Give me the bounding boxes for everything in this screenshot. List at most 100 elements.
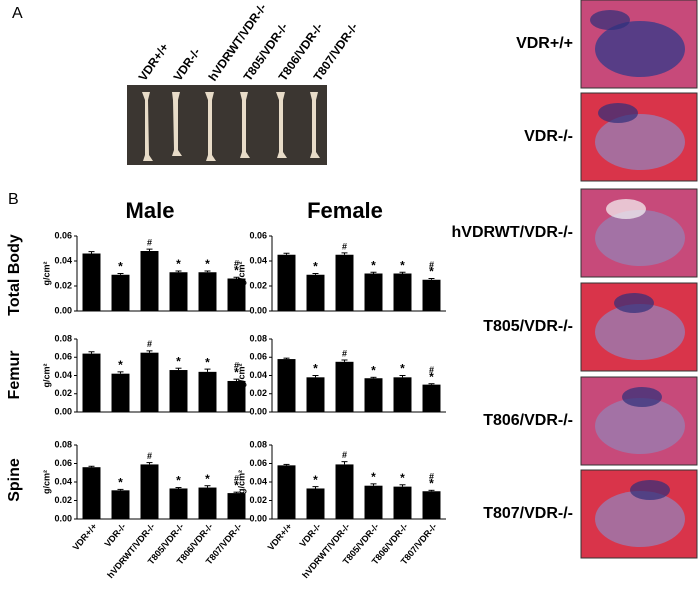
y-tick-label: 0.06 (249, 352, 267, 362)
significance-marker: * (400, 362, 405, 376)
y-tick-label: 0.04 (54, 476, 72, 486)
tissue (598, 103, 638, 123)
significance-marker: * (313, 473, 318, 487)
y-tick-label: 0.00 (54, 513, 72, 523)
bar (335, 361, 354, 412)
significance-marker: # (234, 361, 239, 371)
histology (580, 0, 698, 559)
panel-label: A (12, 5, 23, 22)
y-tick-label: 0.06 (54, 458, 72, 468)
y-tick-label: 0.02 (54, 280, 72, 290)
y-tick-label: 0.00 (249, 406, 267, 416)
y-tick-label: 0.00 (249, 305, 267, 315)
significance-marker: * (371, 363, 376, 377)
tissue (595, 21, 685, 77)
bar (111, 274, 130, 311)
significance-marker: * (205, 472, 210, 486)
significance-marker: * (313, 260, 318, 274)
bar (277, 359, 296, 412)
y-axis-label: g/cm² (236, 261, 246, 285)
significance-marker: * (429, 265, 434, 279)
tissue (595, 210, 685, 266)
tissue (590, 10, 630, 30)
bar (364, 485, 383, 519)
significance-marker: # (147, 451, 152, 461)
y-tick-label: 0.04 (249, 370, 267, 380)
bar (335, 254, 354, 311)
bar (306, 274, 325, 311)
y-tick-label: 0.04 (54, 255, 72, 265)
histology-label: VDR+/+ (516, 35, 573, 52)
bar (111, 373, 130, 412)
x-tick-label: VDR+/+ (266, 521, 294, 552)
y-axis-label: g/cm² (41, 261, 51, 285)
y-tick-label: 0.08 (54, 439, 72, 449)
photo-label: VDR-/- (171, 45, 204, 83)
significance-marker: * (371, 258, 376, 272)
y-axis-label: g/cm² (41, 363, 51, 387)
y-tick-label: 0.08 (249, 439, 267, 449)
y-tick-label: 0.06 (54, 352, 72, 362)
significance-marker: * (429, 370, 434, 384)
column-title: Male (126, 198, 175, 223)
significance-marker: # (429, 260, 434, 270)
significance-marker: # (429, 472, 434, 482)
significance-marker: * (176, 474, 181, 488)
bones (142, 92, 320, 161)
bar (393, 377, 412, 412)
x-tick-label: VDR-/- (103, 521, 128, 548)
tissue (595, 398, 685, 454)
y-tick-label: 0.06 (249, 230, 267, 240)
y-tick-label: 0.08 (249, 333, 267, 343)
y-tick-label: 0.02 (54, 495, 72, 505)
column-title: Female (307, 198, 383, 223)
y-axis-label: g/cm² (236, 470, 246, 494)
significance-marker: # (234, 259, 239, 269)
significance-marker: # (234, 474, 239, 484)
y-tick-label: 0.04 (249, 476, 267, 486)
bar (306, 488, 325, 519)
bar (82, 467, 101, 519)
row-label: Spine (6, 458, 23, 502)
bar (277, 465, 296, 519)
bar (227, 493, 246, 519)
bar (140, 464, 159, 519)
bar (198, 371, 217, 412)
y-axis-label: g/cm² (41, 470, 51, 494)
bar (227, 380, 246, 412)
significance-marker: * (176, 257, 181, 271)
y-tick-label: 0.02 (249, 280, 267, 290)
significance-marker: * (118, 260, 123, 274)
tissue (595, 114, 685, 170)
histology-label: T806/VDR-/- (483, 412, 573, 429)
bar (364, 378, 383, 412)
significance-marker: * (205, 257, 210, 271)
bar (111, 490, 130, 519)
bar (335, 464, 354, 519)
x-tick-label: VDR-/- (298, 521, 323, 548)
y-tick-label: 0.02 (54, 388, 72, 398)
significance-marker: # (147, 339, 152, 349)
significance-marker: # (342, 241, 347, 251)
bar (364, 273, 383, 311)
bar (393, 273, 412, 311)
y-tick-label: 0.06 (249, 458, 267, 468)
tissue (595, 304, 685, 360)
tissue (622, 387, 662, 407)
bar (422, 384, 441, 412)
bar (198, 487, 217, 519)
y-tick-label: 0.04 (249, 255, 267, 265)
bar (140, 352, 159, 412)
bone-photo (127, 85, 327, 165)
bar (422, 491, 441, 519)
tissue (606, 199, 646, 219)
y-tick-label: 0.04 (54, 370, 72, 380)
histology-label: T807/VDR-/- (483, 505, 573, 522)
significance-marker: * (400, 471, 405, 485)
significance-marker: * (205, 355, 210, 369)
bar (169, 272, 188, 311)
significance-marker: * (313, 362, 318, 376)
significance-marker: * (176, 354, 181, 368)
y-tick-label: 0.02 (249, 388, 267, 398)
bar (277, 254, 296, 311)
